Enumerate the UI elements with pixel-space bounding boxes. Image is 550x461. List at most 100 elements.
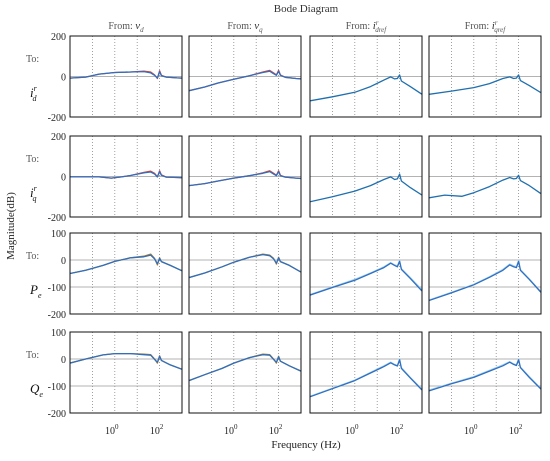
to-var-sub-1: q (32, 194, 36, 203)
x-tick-base-2-0: 10 (345, 426, 355, 437)
panel-1-0 (69, 135, 183, 218)
panels-layer (69, 35, 542, 414)
to-var-base-3: Q (30, 381, 40, 396)
from-sub-2: dref (375, 26, 387, 34)
series-line-1-2-0 (310, 173, 422, 203)
panel-0-2 (309, 35, 423, 118)
panel-bg-3-0 (70, 332, 182, 413)
from-prefix-3: From: (465, 21, 492, 32)
panel-frame-3-1 (188, 331, 302, 414)
y-tick-label-3-3: -200 (48, 409, 66, 420)
x-tick-label-1-0: 100 (224, 423, 238, 437)
from-prefix-1: From: (227, 21, 254, 32)
from-sup-2: r (376, 19, 379, 27)
y-tick-label-2-3: -200 (48, 310, 66, 321)
x-tick-label-3-0: 100 (464, 423, 478, 437)
from-label-3: From: ir qref (465, 19, 507, 34)
x-tick-base-1-1: 10 (269, 426, 279, 437)
to-label-1: To: (26, 154, 39, 165)
to-label-2: To: (26, 251, 39, 262)
series-line-0-2-0 (310, 74, 422, 102)
panel-0-0 (69, 35, 183, 118)
x-axis-label: Frequency (Hz) (271, 439, 341, 451)
panel-frame-0-2 (309, 35, 423, 118)
panel-1-3 (428, 135, 542, 218)
panel-frame-3-0 (69, 331, 183, 414)
panel-bg-2-2 (310, 233, 422, 314)
chart-title: Bode Diagram (274, 3, 339, 15)
panel-2-1 (188, 232, 302, 315)
from-label-2: From: ir dref (346, 19, 388, 34)
y-tick-label-0-1: 0 (61, 73, 66, 84)
series-line-1-3-0 (429, 174, 541, 199)
to-var-base-0: i (30, 85, 34, 100)
from-sub-0: d (140, 26, 144, 34)
series-line-2-3-1 (429, 260, 541, 302)
series-line-3-3-1 (429, 359, 541, 392)
panel-frame-3-3 (428, 331, 542, 414)
to-var-2: Pe (29, 282, 42, 300)
x-tick-base-0-1: 10 (150, 426, 160, 437)
from-prefix-0: From: (108, 21, 135, 32)
to-var-sub-2: e (38, 291, 42, 300)
series-line-3-2-1 (310, 359, 422, 398)
series-line-2-0-1 (70, 254, 182, 275)
panel-frame-2-1 (188, 232, 302, 315)
panel-3-3 (428, 331, 542, 414)
x-tick-exp-3-0: 0 (474, 423, 478, 431)
y-tick-label-1-0: 200 (51, 132, 66, 143)
panel-2-3 (428, 232, 542, 315)
x-tick-exp-2-1: 2 (400, 423, 404, 431)
panel-3-0 (69, 331, 183, 414)
panel-0-1 (188, 35, 302, 118)
to-var-sub-3: e (39, 390, 43, 399)
x-tick-label-0-0: 100 (105, 423, 119, 437)
from-prefix-2: From: (346, 21, 373, 32)
from-var-1: v (254, 20, 259, 32)
x-tick-exp-0-0: 0 (115, 423, 119, 431)
from-label-0: From: vd (108, 20, 144, 34)
y-axis-label: Magnitude(dB) (5, 192, 17, 260)
to-var-3: Qe (30, 381, 43, 399)
series-line-2-1-1 (189, 253, 301, 279)
panel-bg-2-0 (70, 233, 182, 314)
x-tick-base-2-1: 10 (390, 426, 400, 437)
from-sub-3: qref (494, 26, 506, 34)
from-sup-3: r (495, 19, 498, 27)
panel-frame-1-1 (188, 135, 302, 218)
panel-frame-1-2 (309, 135, 423, 218)
panel-0-3 (428, 35, 542, 118)
y-tick-label-3-2: -100 (48, 382, 66, 393)
series-line-3-1-1 (189, 354, 301, 382)
panel-1-1 (188, 135, 302, 218)
to-var-sub-0: d (32, 94, 37, 103)
series-line-0-0-1 (70, 70, 182, 79)
x-tick-exp-1-0: 0 (234, 423, 238, 431)
panel-1-2 (309, 135, 423, 218)
to-var-sup-0: r (34, 84, 38, 93)
panel-frame-2-0 (69, 232, 183, 315)
x-tick-exp-2-0: 0 (355, 423, 359, 431)
x-tick-label-1-1: 102 (269, 423, 283, 437)
to-var-1: ir q (30, 184, 38, 203)
x-tick-label-2-0: 100 (345, 423, 359, 437)
y-tick-label-1-1: 0 (61, 173, 66, 184)
panel-2-2 (309, 232, 423, 315)
x-tick-label-3-1: 102 (509, 423, 523, 437)
y-tick-label-3-0: 100 (51, 328, 66, 339)
panel-3-2 (309, 331, 423, 414)
to-var-0: ir d (30, 84, 38, 103)
x-tick-exp-3-1: 2 (519, 423, 523, 431)
y-tick-label-2-1: 0 (61, 256, 66, 267)
from-var-2: i (373, 20, 376, 32)
panel-3-1 (188, 331, 302, 414)
series-line-3-0-1 (70, 352, 182, 370)
x-tick-base-0-0: 10 (105, 426, 115, 437)
from-var-3: i (492, 20, 495, 32)
from-var-0: v (135, 20, 140, 32)
series-line-0-3-0 (429, 74, 541, 95)
series-line-1-1-1 (189, 170, 301, 187)
y-tick-label-0-0: 200 (51, 32, 66, 43)
x-tick-base-3-0: 10 (464, 426, 474, 437)
